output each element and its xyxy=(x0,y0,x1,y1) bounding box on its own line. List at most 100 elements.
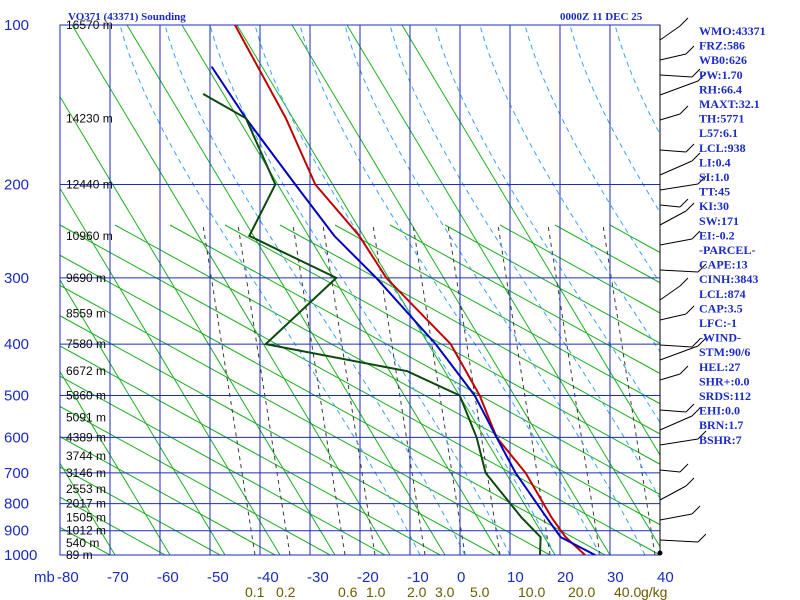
wind-barb-flag xyxy=(679,17,689,27)
wind-barb xyxy=(659,204,681,208)
index-item: HEL:27 xyxy=(699,360,740,374)
wind-barb xyxy=(659,25,681,41)
index-item: CAP:3.5 xyxy=(699,301,743,315)
dewpoint-point xyxy=(202,93,205,95)
dry-adiabat-line xyxy=(444,224,660,344)
temperature-tick-label: -50 xyxy=(207,569,229,586)
mixing-ratio-label: 10.0 xyxy=(518,584,545,600)
pressure-tick-label: 300 xyxy=(4,270,29,287)
temperature-point xyxy=(550,516,553,519)
parcel-point xyxy=(375,277,378,279)
wind-barb xyxy=(659,513,693,521)
wind-barb-flag xyxy=(685,202,695,212)
wind-barb-flag xyxy=(679,277,689,287)
wind-barb-flag xyxy=(679,198,689,208)
wind-barb xyxy=(659,113,681,121)
pressure-tick-label: 100 xyxy=(4,17,29,34)
pressure-unit-label: mb xyxy=(34,569,55,586)
wind-barb xyxy=(659,344,693,348)
dry-adiabat-line xyxy=(279,224,660,435)
index-item: PW:1.70 xyxy=(699,68,743,82)
wind-barb-flag xyxy=(691,230,701,240)
temperature-tick-label: -30 xyxy=(307,569,329,586)
parcel-point xyxy=(514,472,517,474)
index-item: SW:171 xyxy=(699,214,739,228)
index-item: LCL:938 xyxy=(699,141,746,155)
wind-barb xyxy=(659,373,681,381)
moist-adiabat-line xyxy=(389,25,660,500)
index-item: BRN:1.7 xyxy=(699,418,743,432)
moist-adiabat-line xyxy=(479,25,660,353)
parcel-point xyxy=(559,536,562,538)
dry-adiabat-line xyxy=(60,405,331,555)
index-item: EHI:0.0 xyxy=(699,404,740,418)
parcel-point xyxy=(211,66,213,68)
parcel-point xyxy=(473,394,476,397)
dewpoint-point xyxy=(406,370,409,373)
pressure-tick-label: 200 xyxy=(4,177,29,194)
height-label: 2553 m xyxy=(66,482,106,496)
wind-barb xyxy=(659,415,693,431)
moist-adiabat-line xyxy=(344,25,646,555)
temperature-point xyxy=(524,472,527,474)
temperature-tick-label: -60 xyxy=(157,569,179,586)
wind-barb-flag xyxy=(691,505,701,515)
dry-adiabat-line xyxy=(60,375,386,555)
dry-adiabat-line xyxy=(60,279,226,555)
mixing-ratio-label: 0.1 xyxy=(245,584,265,600)
pressure-tick-label: 700 xyxy=(4,465,29,482)
wind-barb-flag xyxy=(697,263,707,273)
wind-barb-flag xyxy=(691,338,701,348)
index-item: TT:45 xyxy=(699,185,730,199)
height-label: 6672 m xyxy=(66,364,106,378)
temperature-tick-label: -40 xyxy=(257,569,279,586)
parcel-point xyxy=(434,343,437,345)
wind-barb xyxy=(659,74,693,78)
dewpoint-point xyxy=(458,394,461,397)
dewpoint-point xyxy=(245,117,247,120)
wind-barb xyxy=(659,485,687,501)
wind-barb-flag xyxy=(691,407,701,417)
wind-barb xyxy=(659,409,687,413)
index-item: -PARCEL- xyxy=(699,243,755,257)
dry-adiabat-line xyxy=(60,254,606,555)
dewpoint-point xyxy=(484,472,487,474)
mixing-ratio-label: 0.2 xyxy=(276,584,296,600)
index-item: CAPE:13 xyxy=(699,258,748,272)
wind-barb xyxy=(659,238,693,246)
index-item: LCL:874 xyxy=(699,287,746,301)
wind-barb-flag xyxy=(685,477,695,487)
temperature-point xyxy=(234,25,236,26)
height-label: 16570 m xyxy=(66,18,113,32)
parcel-point xyxy=(545,516,548,519)
height-label: 1012 m xyxy=(66,524,106,538)
index-item: LI:0.4 xyxy=(699,155,731,169)
wind-barb-flag xyxy=(685,403,695,413)
temperature-tick-label: -70 xyxy=(107,569,129,586)
dewpoint-point xyxy=(274,183,277,186)
dry-adiabat-line xyxy=(60,345,441,555)
height-label: 8559 m xyxy=(66,306,106,320)
height-label: 1505 m xyxy=(66,511,106,525)
dewpoint-point xyxy=(264,343,267,345)
temperature-point xyxy=(385,277,388,279)
dry-adiabat-line xyxy=(60,315,496,555)
moist-adiabat-line xyxy=(434,25,660,424)
height-label: 9690 m xyxy=(66,271,106,285)
dry-adiabat-line xyxy=(60,436,276,555)
mixing-unit-label: g/kg xyxy=(641,584,667,600)
wind-barb xyxy=(659,438,699,446)
temperature-tick-label: 20 xyxy=(557,569,574,586)
temperature-point xyxy=(358,235,361,237)
temperature-point xyxy=(285,117,287,120)
pressure-tick-label: 600 xyxy=(4,429,29,446)
index-item: STM:90/6 xyxy=(699,345,750,359)
grid xyxy=(59,24,661,556)
index-item: TH:5771 xyxy=(699,112,744,126)
moist-adiabat-line xyxy=(524,25,660,284)
wind-barb-flag xyxy=(697,175,707,185)
height-label: 3744 m xyxy=(66,449,106,463)
index-item: SI:1.0 xyxy=(699,170,729,184)
temperature-point xyxy=(314,183,317,186)
